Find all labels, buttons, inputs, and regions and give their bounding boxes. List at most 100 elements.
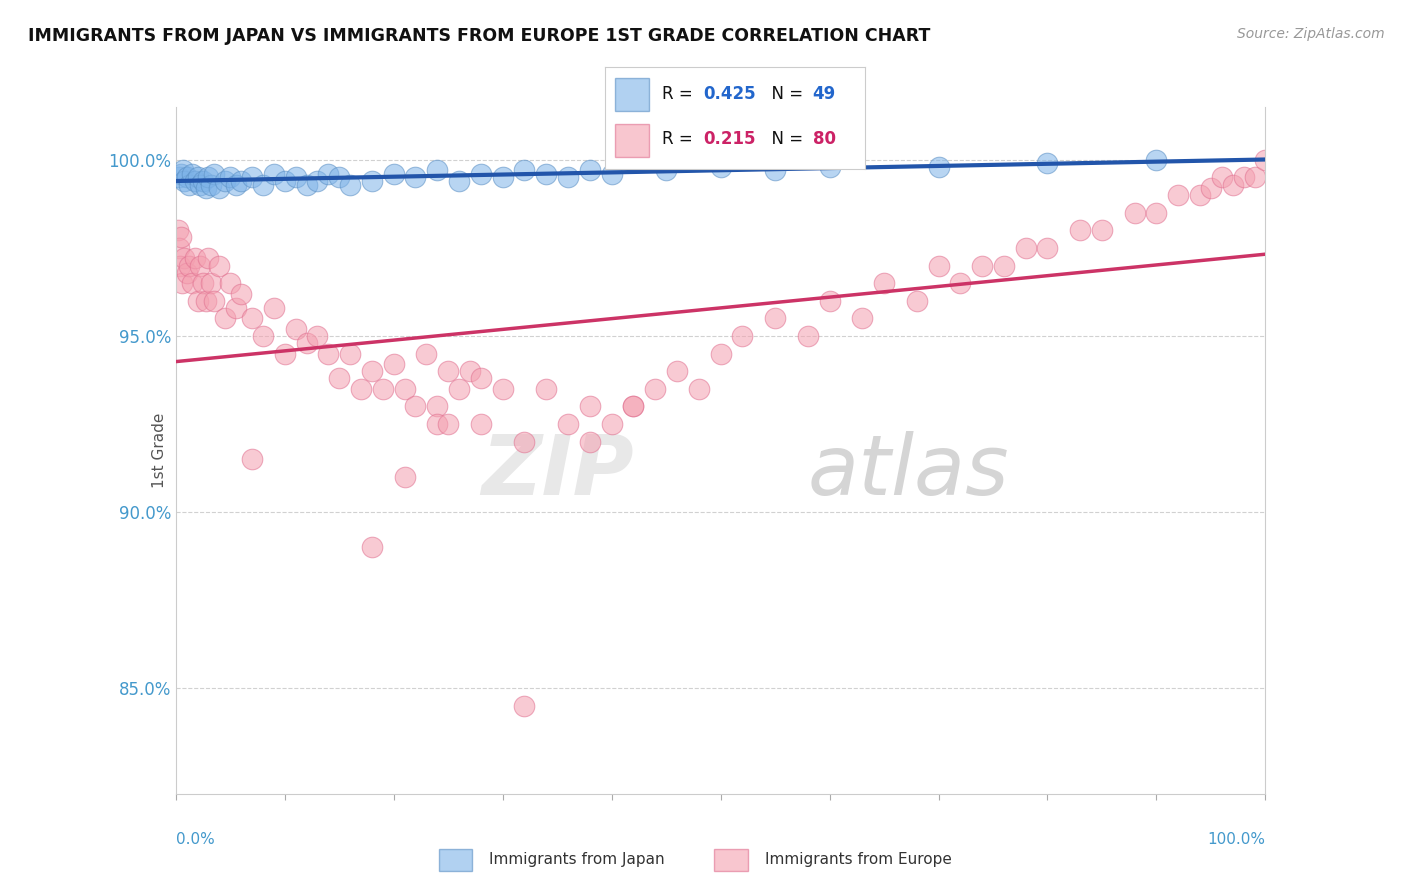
Point [195,181,218,195]
Point [851,311,873,326]
Point [1199,181,1222,195]
Point [177,178,200,192]
Point [382,167,405,181]
Point [181,167,204,181]
Point [240,452,263,467]
Text: 100.0%: 100.0% [1208,831,1265,847]
Point [1123,205,1146,219]
Point [513,698,536,713]
Y-axis label: 1st Grade: 1st Grade [152,413,167,488]
Point [621,400,644,414]
Text: atlas: atlas [807,431,1010,512]
Point [437,417,460,431]
Point [202,293,225,308]
Text: N =: N = [761,85,808,103]
Point [172,276,194,290]
Point [170,167,193,181]
Point [361,174,384,188]
Point [328,170,350,185]
Point [176,266,198,280]
Point [579,163,602,178]
Point [188,259,211,273]
Point [191,276,214,290]
Text: 0.425: 0.425 [703,85,756,103]
Point [644,382,666,396]
Point [186,293,209,308]
Point [231,286,253,301]
Point [318,346,340,360]
Point [186,170,209,185]
Point [167,170,190,185]
Point [905,293,928,308]
Text: 49: 49 [813,85,837,103]
Point [318,167,340,181]
Point [197,252,219,266]
Point [600,417,623,431]
Point [191,174,214,188]
Point [993,259,1015,273]
Point [447,382,470,396]
Point [284,322,307,336]
Point [666,364,689,378]
Point [382,357,405,371]
Point [579,434,602,449]
Point [214,174,236,188]
Point [405,170,427,185]
Point [274,174,297,188]
Point [873,276,896,290]
Point [579,400,602,414]
Point [225,178,247,192]
Point [426,400,449,414]
Point [437,364,460,378]
Point [972,259,994,273]
Point [688,382,710,396]
Point [184,174,207,188]
Point [600,167,623,181]
Point [426,163,449,178]
Text: 80: 80 [813,129,835,148]
Point [1069,223,1091,237]
Point [394,382,416,396]
Point [361,541,384,555]
Bar [614,78,648,111]
Point [621,400,644,414]
Point [470,417,492,431]
Point [214,311,236,326]
Point [181,276,204,290]
Point [470,167,492,181]
Point [1091,223,1114,237]
Point [361,364,384,378]
Point [184,252,207,266]
Point [350,382,373,396]
Point [513,434,536,449]
Text: R =: R = [662,129,697,148]
Point [170,230,193,244]
Point [458,364,481,378]
Point [557,417,579,431]
Point [339,346,361,360]
Point [513,163,536,178]
Point [928,160,950,174]
Point [797,329,820,343]
Point [284,170,307,185]
Point [1254,153,1277,167]
Point [394,470,416,484]
Point [1036,156,1059,170]
Point [167,223,190,237]
Point [173,252,195,266]
Point [202,167,225,181]
Point [731,329,754,343]
Point [492,382,515,396]
Point [295,178,318,192]
Text: Immigrants from Europe: Immigrants from Europe [765,852,952,867]
Text: Source: ZipAtlas.com: Source: ZipAtlas.com [1237,27,1385,41]
Bar [614,124,648,157]
Point [447,174,470,188]
Point [197,170,219,185]
Point [169,259,191,273]
Point [1146,205,1168,219]
Point [763,163,786,178]
Point [200,276,222,290]
Point [492,170,515,185]
Point [200,178,222,192]
